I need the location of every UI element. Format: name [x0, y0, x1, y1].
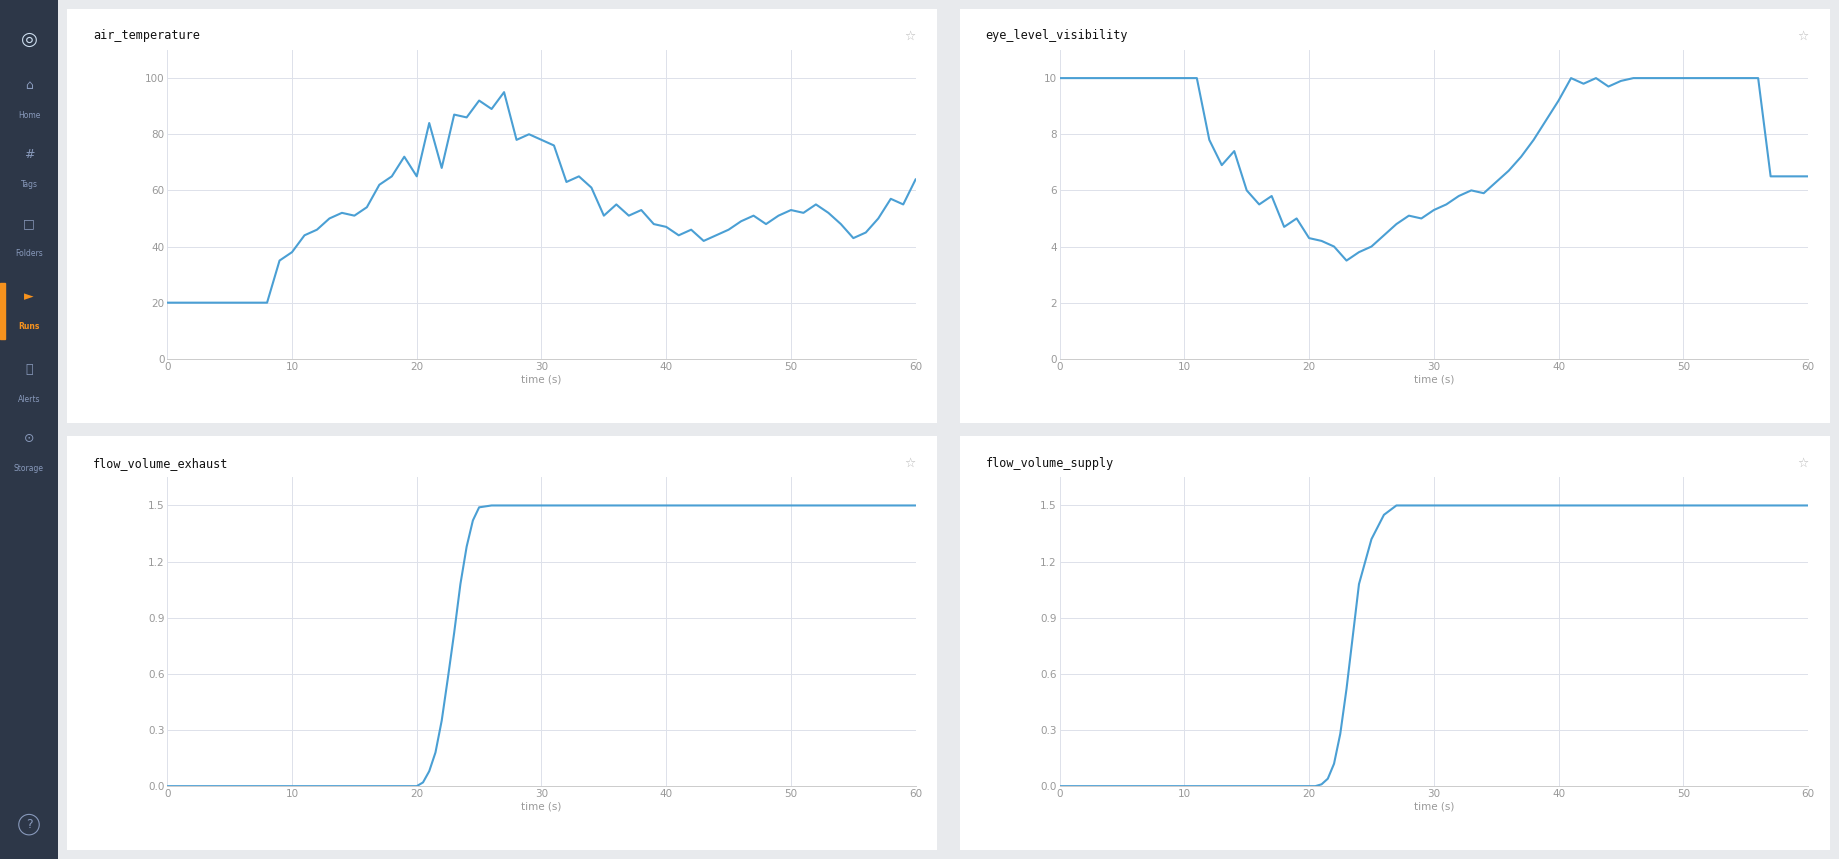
- Text: Folders: Folders: [15, 249, 42, 258]
- Text: ⊙: ⊙: [24, 431, 35, 445]
- Text: #: #: [24, 148, 35, 161]
- Text: flow_volume_supply: flow_volume_supply: [986, 457, 1114, 470]
- Text: 🔔: 🔔: [26, 362, 33, 376]
- FancyBboxPatch shape: [64, 435, 940, 851]
- Text: ☆: ☆: [905, 29, 916, 42]
- Text: ☆: ☆: [1797, 457, 1808, 470]
- FancyBboxPatch shape: [0, 283, 6, 339]
- X-axis label: time (s): time (s): [520, 801, 561, 812]
- Text: Alerts: Alerts: [18, 395, 40, 404]
- X-axis label: time (s): time (s): [1414, 801, 1455, 812]
- X-axis label: time (s): time (s): [520, 375, 561, 384]
- Text: Home: Home: [18, 112, 40, 120]
- Text: Tags: Tags: [20, 180, 37, 189]
- FancyBboxPatch shape: [956, 8, 1832, 424]
- Text: flow_volume_exhaust: flow_volume_exhaust: [94, 457, 228, 470]
- FancyBboxPatch shape: [956, 435, 1832, 851]
- Text: eye_level_visibility: eye_level_visibility: [986, 29, 1127, 42]
- Text: □: □: [24, 216, 35, 230]
- Text: ►: ►: [24, 289, 33, 303]
- Text: ◎: ◎: [20, 30, 37, 49]
- Text: ?: ?: [26, 818, 33, 832]
- Text: Runs: Runs: [18, 322, 40, 331]
- Text: Storage: Storage: [15, 464, 44, 472]
- Text: ☆: ☆: [1797, 29, 1808, 42]
- X-axis label: time (s): time (s): [1414, 375, 1455, 384]
- FancyBboxPatch shape: [64, 8, 940, 424]
- Text: ☆: ☆: [905, 457, 916, 470]
- Text: ⌂: ⌂: [26, 79, 33, 93]
- Text: air_temperature: air_temperature: [94, 29, 200, 42]
